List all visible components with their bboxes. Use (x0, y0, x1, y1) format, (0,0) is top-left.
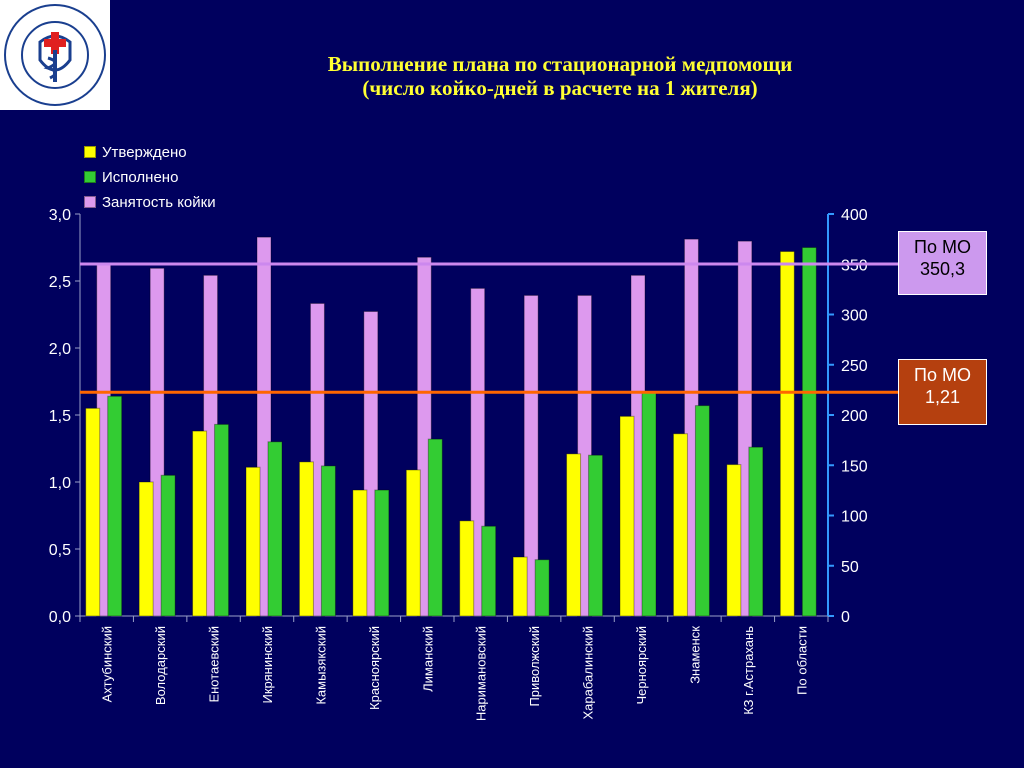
bar-executed (320, 465, 336, 617)
chart-title-line-1: Выполнение плана по стационарной медпомо… (327, 52, 793, 76)
x-tick-label: Харабалинский (581, 626, 596, 719)
bar-approved (138, 481, 154, 617)
bar-executed (748, 446, 764, 617)
y-right-tick-label: 250 (841, 358, 868, 375)
legend-swatch-approved (84, 145, 96, 158)
x-tick-label: Камызякский (313, 626, 328, 705)
reference-box-occupancy: По МО 350,3 (898, 231, 987, 295)
x-tick-label: Енотаевский (207, 626, 222, 703)
bar-executed (641, 391, 657, 617)
bar-bed-occupancy (256, 236, 272, 617)
x-tick-label: Наримановский (474, 626, 489, 721)
bar-bed-occupancy (416, 256, 432, 617)
y-left-tick-label: 2,5 (49, 274, 71, 291)
y-right-tick-label: 50 (841, 559, 859, 576)
legend-label-approved: Утверждено (102, 144, 187, 161)
y-right-tick-label: 200 (841, 408, 868, 425)
chart-title: Выполнение плана по стационарной медпомо… (240, 52, 880, 100)
y-left-tick-label: 1,0 (49, 475, 71, 492)
legend-swatch-executed (84, 170, 96, 183)
y-right-tick-label: 100 (841, 509, 868, 526)
bar-bed-occupancy (737, 240, 753, 617)
chart-title-line-2: (число койко-дней в расчете на 1 жителя) (362, 76, 758, 100)
x-tick-label: КЗ г.Астрахань (741, 626, 756, 715)
bar-executed (374, 489, 390, 617)
legend-label-executed: Исполнено (102, 169, 179, 186)
legend-item-approved: Утверждено (84, 143, 187, 163)
bar-bed-occupancy (470, 287, 486, 617)
bar-executed (267, 441, 283, 617)
bar-executed (214, 423, 230, 617)
x-tick-label: Приволжский (527, 626, 542, 707)
bar-approved (85, 407, 101, 617)
reference-box-plan-value: 1,21 (924, 387, 961, 407)
bar-approved (566, 453, 582, 617)
bar-approved (352, 489, 368, 617)
y-left-tick-label: 3,0 (49, 207, 71, 224)
bar-executed (481, 525, 497, 617)
legend-item-executed: Исполнено (84, 168, 178, 188)
legend-swatch-bed-occupancy (84, 195, 96, 208)
bar-executed (588, 454, 604, 617)
x-tick-label: Икрянинский (260, 626, 275, 704)
x-tick-label: Володарский (153, 626, 168, 705)
bar-approved (245, 466, 261, 617)
bar-approved (192, 430, 208, 617)
y-right-tick-label: 400 (841, 207, 868, 224)
y-right-tick-label: 300 (841, 308, 868, 325)
y-left-tick-label: 2,0 (49, 341, 71, 358)
bar-approved (726, 464, 742, 617)
bar-executed (801, 247, 817, 617)
bar-approved (459, 520, 475, 617)
bar-approved (672, 433, 688, 617)
y-right-tick-label: 350 (841, 257, 868, 274)
legend-label-bed-occupancy: Занятость койки (102, 194, 216, 211)
x-tick-label: По области (794, 626, 809, 695)
bar-bed-occupancy (363, 310, 379, 617)
reference-box-occupancy-value: 350,3 (919, 259, 966, 279)
y-right-tick-label: 150 (841, 458, 868, 475)
bar-executed (107, 395, 123, 617)
reference-box-occupancy-label: По МО (914, 237, 971, 257)
bar-executed (534, 559, 550, 617)
bar-approved (779, 251, 795, 617)
x-tick-label: Ахтубинский (100, 626, 115, 702)
bar-approved (298, 461, 314, 617)
reference-box-plan-label: По МО (914, 365, 971, 385)
y-right-tick-label: 0 (841, 609, 850, 626)
bar-approved (619, 415, 635, 617)
y-left-tick-label: 0,0 (49, 609, 71, 626)
bar-approved (512, 556, 528, 617)
reference-box-plan: По МО 1,21 (898, 359, 987, 425)
x-tick-label: Знаменск (687, 626, 702, 684)
legend-item-bed-occupancy: Занятость койки (84, 193, 216, 213)
ministry-logo (0, 0, 110, 110)
bar-bed-occupancy (523, 294, 539, 617)
bar-executed (427, 438, 443, 617)
y-left-tick-label: 0,5 (49, 542, 71, 559)
x-tick-label: Красноярский (367, 626, 382, 710)
bar-executed (694, 405, 710, 617)
ministry-logo-emblem (4, 4, 106, 106)
x-tick-label: Черноярский (634, 626, 649, 705)
bar-bed-occupancy (309, 302, 325, 617)
y-left-tick-label: 1,5 (49, 408, 71, 425)
x-tick-label: Лиманский (420, 626, 435, 692)
bar-approved (405, 469, 421, 617)
bar-executed (160, 474, 176, 617)
bar-bed-occupancy (149, 267, 165, 617)
